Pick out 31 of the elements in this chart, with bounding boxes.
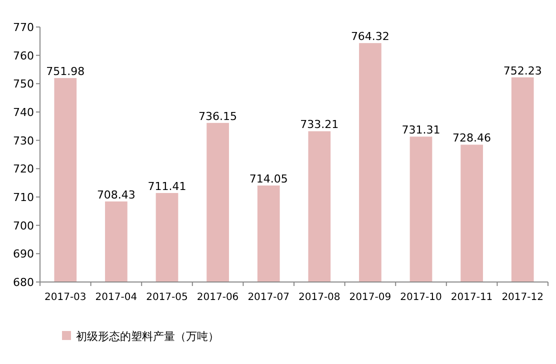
y-tick-label: 720 xyxy=(13,162,34,176)
data-label: 708.43 xyxy=(96,188,136,202)
data-label: 752.23 xyxy=(503,64,542,78)
y-tick-label: 730 xyxy=(13,134,34,148)
x-tick-label: 2017-10 xyxy=(400,292,442,303)
x-tick-label: 2017-12 xyxy=(502,292,544,303)
y-tick-label: 680 xyxy=(13,276,34,289)
data-label: 764.32 xyxy=(350,30,390,44)
x-tick-label: 2017-11 xyxy=(450,292,493,303)
y-tick-label: 740 xyxy=(13,106,34,119)
legend-label: 初级形态的塑料产量（万吨） xyxy=(76,330,219,343)
y-tick-label: 710 xyxy=(13,191,34,204)
data-label: 711.41 xyxy=(148,180,186,194)
y-tick-label: 760 xyxy=(13,49,34,62)
data-label: 736.15 xyxy=(198,110,238,123)
data-label: 751.98 xyxy=(46,65,85,78)
data-label: 731.31 xyxy=(402,124,440,137)
y-tick-label: 690 xyxy=(13,248,34,261)
data-label: 728.46 xyxy=(452,132,492,145)
data-label: 733.21 xyxy=(300,118,339,132)
x-tick-label: 2017-06 xyxy=(196,292,239,303)
y-tick-label: 750 xyxy=(13,78,34,91)
y-tick-label: 700 xyxy=(13,219,34,232)
data-label: 714.05 xyxy=(249,172,288,186)
x-tick-label: 2017-07 xyxy=(248,292,290,303)
x-tick-label: 2017-04 xyxy=(95,292,138,303)
x-tick-label: 2017-08 xyxy=(298,292,340,303)
x-tick-label: 2017-05 xyxy=(146,292,188,303)
x-tick-label: 2017-09 xyxy=(349,292,392,303)
y-tick-label: 770 xyxy=(13,21,34,34)
x-tick-label: 2017-03 xyxy=(44,292,86,303)
